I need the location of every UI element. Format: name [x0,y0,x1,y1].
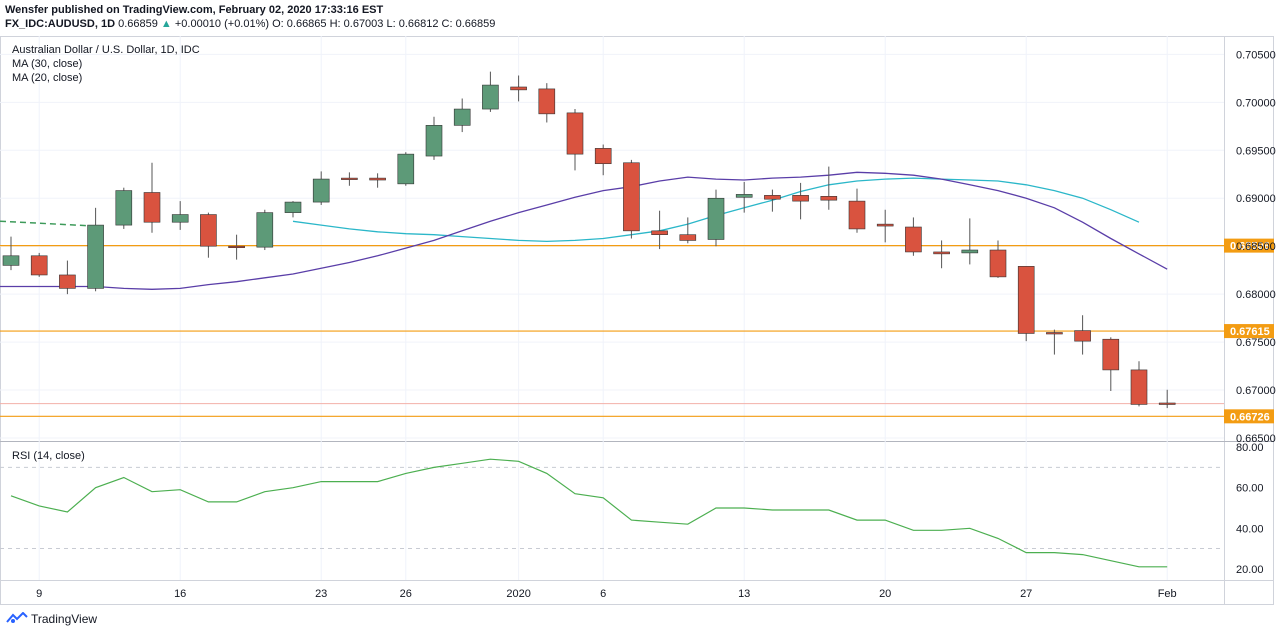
symbol-ohlc-line: FX_IDC:AUDUSD, 1D 0.66859 ▲ +0.00010 (+0… [5,18,495,30]
bullish-candle [256,212,274,248]
bullish-candle [171,214,189,223]
bearish-candle [594,148,612,165]
rsi-tick-label: 40.00 [1236,523,1264,535]
bearish-candle [1046,332,1063,335]
bearish-candle [1017,266,1035,334]
bearish-candle [341,177,358,180]
bearish-candle [538,88,556,115]
bearish-candle [989,249,1007,278]
bearish-candle [820,196,838,201]
bullish-candle [482,84,499,110]
bearish-candle [510,86,527,91]
bearish-candle [933,251,950,255]
price-tick-label: 0.70000 [1236,97,1276,109]
time-tick-label: 6 [600,588,606,600]
last-price: 0.66859 [118,18,158,30]
legend-ma20: MA (20, close) [12,72,82,84]
time-tick-label: 27 [1020,588,1032,600]
bullish-candle [284,201,302,213]
bearish-candle [1130,369,1148,405]
main-pane-frame [0,36,1274,605]
legend-rsi: RSI (14, close) [12,450,85,462]
price-tick-label: 0.68000 [1236,289,1276,301]
bullish-candle [453,108,471,126]
ma20-line [0,171,1168,290]
bearish-candle [566,112,584,155]
bearish-candle [905,226,922,253]
legend-ma30: MA (30, close) [12,58,82,70]
bullish-candle [87,224,104,289]
price-tick-label: 0.67500 [1236,337,1276,349]
bearish-candle [876,223,894,227]
bullish-candle [707,197,725,240]
bearish-candle [1074,330,1091,342]
level-price-label: 0.66726 [1230,411,1270,423]
bullish-candle [425,125,443,157]
time-tick-label: 20 [879,588,891,600]
tradingview-logo-icon [6,611,28,627]
bearish-candle [369,177,386,181]
change-value: +0.00010 (+0.01%) [174,18,270,30]
price-tick-label: 0.70500 [1236,49,1276,61]
ma-dashed-line [0,220,96,227]
price-tick-label: 0.66500 [1236,433,1276,445]
bearish-candle [59,274,76,289]
price-tick-label: 0.69000 [1236,193,1276,205]
time-tick-label: 16 [174,588,186,600]
ohlc-values: O: 0.66865 H: 0.67003 L: 0.66812 C: 0.66… [272,18,496,30]
time-tick-label: Feb [1158,588,1177,600]
bullish-candle [961,249,979,254]
tradingview-brand[interactable]: TradingView [6,611,98,627]
bearish-candle [228,245,245,248]
publisher-line: Wensfer published on TradingView.com, Fe… [5,4,384,16]
bullish-candle [312,178,330,203]
level-price-tag [1224,409,1274,424]
bearish-candle [792,195,809,202]
time-tick-label: 26 [400,588,412,600]
bearish-candle [1158,402,1176,405]
bearish-candle [764,195,781,200]
bullish-candle [397,153,415,185]
bullish-candle [115,190,133,226]
bearish-candle [30,255,48,276]
bearish-candle [679,234,697,241]
level-price-tag [1224,324,1274,339]
rsi-tick-label: 80.00 [1236,442,1264,454]
price-tick-label: 0.69500 [1236,145,1276,157]
bearish-candle [848,200,866,230]
rsi-tick-label: 20.00 [1236,564,1264,576]
time-tick-label: 2020 [506,588,530,600]
time-tick-label: 23 [315,588,327,600]
level-price-tag [1224,238,1274,253]
brand-label: TradingView [31,612,98,626]
level-price-label: 0.67615 [1230,326,1270,338]
bearish-candle [623,162,640,232]
bearish-candle [143,192,161,223]
rsi-tick-label: 60.00 [1236,483,1264,495]
bearish-candle [200,214,217,247]
change-arrow-icon: ▲ [160,18,172,30]
level-price-label: 0.68506 [1230,241,1270,253]
price-tick-label: 0.68500 [1236,241,1276,253]
time-tick-label: 9 [36,588,42,600]
bullish-candle [2,255,20,266]
bullish-candle [735,194,753,198]
symbol-label: FX_IDC:AUDUSD, 1D [5,18,116,30]
price-tick-label: 0.67000 [1236,385,1276,397]
legend-title: Australian Dollar / U.S. Dollar, 1D, IDC [12,44,200,56]
bearish-candle [651,230,668,235]
bearish-candle [1102,338,1120,371]
rsi-line [10,458,1168,568]
time-tick-label: 13 [738,588,750,600]
